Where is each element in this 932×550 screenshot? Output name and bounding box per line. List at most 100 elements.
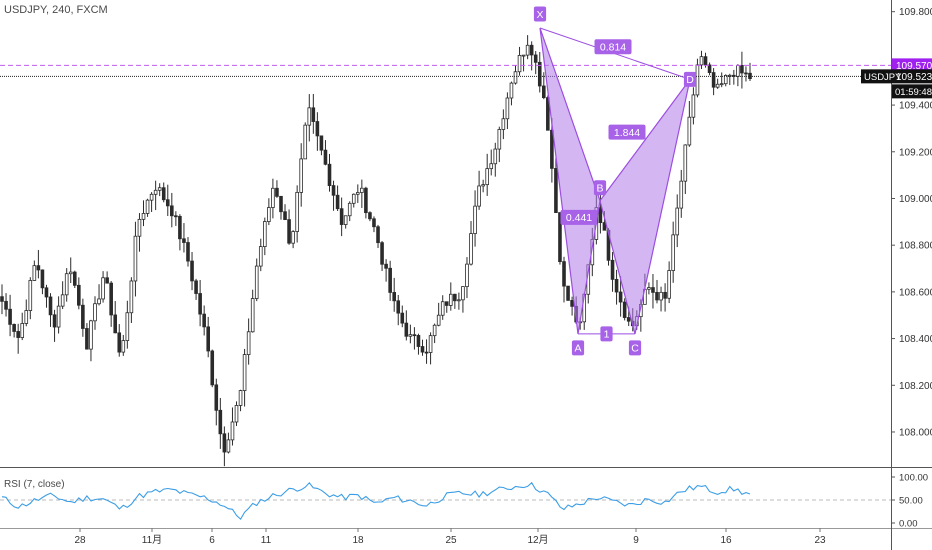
candle-body	[408, 334, 413, 337]
candle-body	[679, 180, 684, 209]
candle-body	[125, 312, 130, 341]
candle-body	[68, 271, 73, 275]
candle-body	[695, 64, 700, 96]
price-tick-label: 108.200	[899, 381, 932, 392]
candle-body	[32, 265, 37, 281]
pattern-point-x-bg	[533, 6, 547, 22]
rsi-tick-label: 50.00	[899, 496, 923, 507]
time-tick-label: 9	[633, 535, 639, 546]
candle-body	[222, 433, 227, 453]
candle-body	[141, 213, 146, 220]
candle-body	[675, 207, 680, 236]
candle-body	[339, 208, 344, 225]
candle-body	[626, 317, 631, 322]
candle-body	[412, 334, 417, 337]
candle-body	[372, 218, 376, 228]
candle-body	[562, 261, 566, 287]
candle-body	[368, 212, 372, 220]
candle-body	[525, 44, 530, 56]
price-tick-label: 108.400	[899, 334, 932, 345]
ratio-xd-bg	[594, 39, 632, 55]
candle-body	[546, 97, 550, 131]
candle-body	[343, 215, 348, 225]
candle-body	[416, 335, 421, 347]
candle-body	[667, 270, 671, 299]
pattern-point-x: X	[533, 6, 547, 22]
candle-body	[663, 291, 667, 299]
candle-body	[513, 71, 518, 84]
candle-body	[651, 287, 655, 293]
pattern-point-d: D	[683, 71, 697, 87]
candle-body	[723, 75, 728, 85]
harmonic-pattern[interactable]: X A B C D 0.814 0.441 1.844 1	[533, 6, 697, 356]
candle-body	[178, 215, 182, 240]
ratio-ac: 1	[600, 326, 613, 342]
candle-body	[351, 193, 356, 204]
candle-body	[145, 199, 150, 214]
ratio-xb-text: 0.441	[566, 212, 592, 224]
candle-body	[72, 271, 77, 286]
candle-body	[558, 212, 562, 263]
price-tick-label: 109.800	[899, 7, 932, 18]
pattern-point-c-text: C	[631, 343, 639, 355]
candle-body	[469, 233, 473, 265]
pattern-triangle-xab	[539, 27, 601, 335]
candle-body	[12, 323, 16, 332]
candle-body	[206, 326, 211, 352]
countdown-tag	[892, 84, 932, 99]
candle-body	[655, 291, 659, 301]
candle-body	[550, 129, 554, 169]
candle-body	[461, 286, 465, 301]
candle-body	[537, 61, 542, 87]
candle-body	[360, 187, 364, 193]
candle-body	[517, 54, 522, 73]
candle-body	[711, 72, 716, 88]
candle-body	[453, 293, 457, 302]
candle-body	[214, 384, 219, 411]
candle-body	[275, 187, 279, 197]
candle-body	[60, 294, 65, 307]
candle-body	[218, 409, 223, 435]
rsi-tick-label: 0.00	[899, 519, 918, 530]
price-axis-ticks: 109.800 109.400 109.200 109.000 108.800 108.6…	[891, 7, 932, 438]
candle-body	[683, 144, 688, 182]
candle-body	[36, 265, 41, 271]
candle-body	[267, 207, 271, 222]
candle-body	[113, 314, 118, 334]
rsi-tick-label: 100.00	[899, 473, 928, 484]
candle-body	[97, 298, 101, 305]
candle-body	[234, 405, 239, 423]
time-tick-label: 11	[261, 535, 272, 546]
candle-body	[477, 185, 481, 207]
candle-body	[242, 354, 247, 391]
rsi-line	[1, 481, 751, 520]
candle-body	[246, 331, 251, 356]
candle-body	[190, 260, 194, 282]
ratio-xb-bg	[560, 209, 598, 225]
candle-body	[699, 56, 704, 66]
candle-body	[89, 320, 93, 350]
candle-body	[715, 83, 720, 88]
candle-body	[529, 44, 534, 56]
candle-body	[457, 299, 461, 302]
candle-body	[161, 187, 166, 201]
pattern-point-c-bg	[628, 340, 642, 356]
candle-body	[432, 324, 437, 337]
candle-body	[376, 226, 380, 244]
candle-body	[485, 168, 489, 186]
candle-body	[465, 263, 469, 288]
candle-body	[85, 328, 89, 350]
candle-body	[291, 231, 295, 244]
pattern-point-c: C	[628, 340, 642, 356]
candle-body	[105, 277, 109, 284]
candle-body	[335, 194, 340, 210]
candle-body	[198, 293, 202, 315]
candle-body	[703, 56, 708, 66]
candle-body	[254, 265, 259, 299]
candle-body	[157, 187, 162, 191]
candle-body	[356, 192, 360, 195]
candle-body	[109, 282, 113, 316]
pattern-point-x-text: X	[536, 9, 543, 21]
ratio-xb: 0.441	[560, 209, 598, 225]
